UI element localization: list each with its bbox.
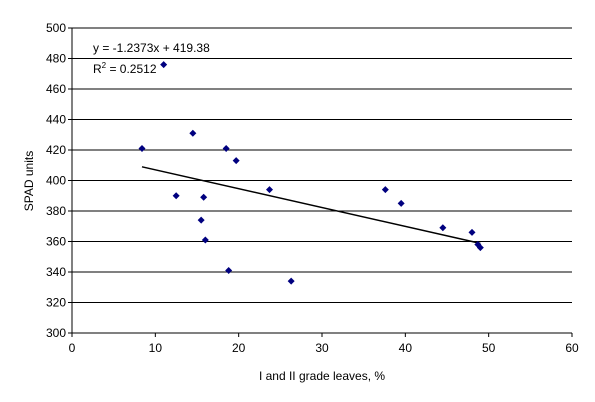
data-point: [172, 192, 180, 200]
x-tick-label: 10: [149, 341, 163, 355]
r-squared-exponent: 2: [102, 61, 107, 70]
y-tick-label: 440: [46, 113, 66, 127]
data-point: [266, 186, 273, 194]
y-tick-label: 320: [46, 296, 66, 310]
y-axis-ticks: 300 320 340 360 380 400 420 440 460 480 500: [46, 21, 72, 340]
y-tick-label: 380: [46, 204, 66, 218]
data-point: [160, 61, 168, 69]
y-axis-title: SPAD units: [22, 151, 36, 211]
data-point: [381, 186, 389, 194]
y-tick-label: 340: [46, 265, 66, 279]
y-tick-label: 360: [46, 235, 66, 249]
data-point: [138, 144, 146, 152]
data-point: [439, 224, 447, 232]
data-point: [200, 193, 208, 201]
data-point: [197, 216, 205, 224]
r-squared-prefix: R: [93, 62, 102, 76]
trendline-equation: y = -1.2373x + 419.38: [93, 41, 210, 55]
data-point: [225, 266, 233, 274]
x-tick-label: 50: [482, 341, 496, 355]
x-tick-label: 30: [315, 341, 329, 355]
y-tick-label: 420: [46, 143, 66, 157]
r-squared-label: R2 = 0.2512: [93, 61, 157, 76]
x-tick-label: 60: [565, 341, 579, 355]
y-tick-label: 480: [46, 52, 66, 66]
y-tick-label: 300: [46, 326, 66, 340]
data-point: [468, 228, 476, 236]
data-point: [232, 157, 240, 165]
gridlines: [72, 27, 572, 334]
x-axis-title: I and II grade leaves, %: [259, 369, 385, 383]
data-point: [222, 144, 230, 152]
data-point: [201, 236, 209, 244]
data-points: [138, 61, 484, 285]
r-squared-value: = 0.2512: [106, 62, 157, 76]
x-tick-label: 0: [69, 341, 76, 355]
x-tick-label: 40: [399, 341, 413, 355]
data-point: [476, 244, 484, 252]
x-tick-label: 20: [232, 341, 246, 355]
y-tick-label: 400: [46, 174, 66, 188]
data-point: [189, 129, 197, 137]
data-point: [287, 277, 295, 285]
trendline: [141, 166, 481, 245]
y-tick-label: 500: [46, 21, 66, 35]
x-axis-ticks: 0 10 20 30 40 50 60: [69, 333, 579, 355]
y-tick-label: 460: [46, 82, 66, 96]
data-point: [397, 199, 405, 207]
trendline-group: [141, 166, 481, 245]
